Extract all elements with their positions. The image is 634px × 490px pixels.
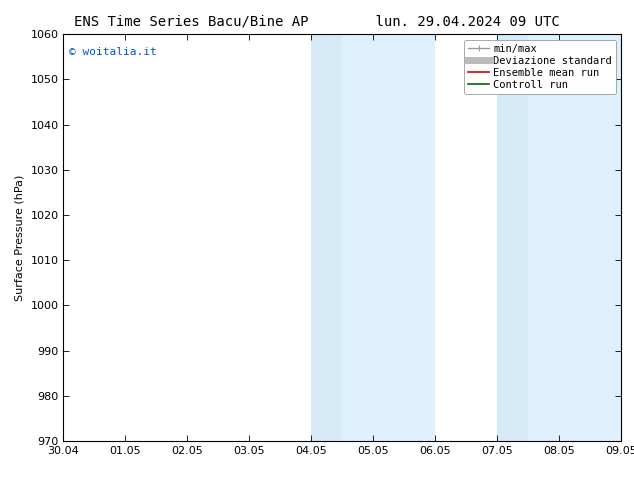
Legend: min/max, Deviazione standard, Ensemble mean run, Controll run: min/max, Deviazione standard, Ensemble m… [464,40,616,94]
Bar [528,34,621,441]
Y-axis label: Surface Pressure (hPa): Surface Pressure (hPa) [15,174,25,301]
Bar [342,34,436,441]
Text: © woitalia.it: © woitalia.it [69,47,157,56]
Text: ENS Time Series Bacu/Bine AP        lun. 29.04.2024 09 UTC: ENS Time Series Bacu/Bine AP lun. 29.04.… [74,15,560,29]
Bar [311,34,342,441]
Bar [497,34,528,441]
